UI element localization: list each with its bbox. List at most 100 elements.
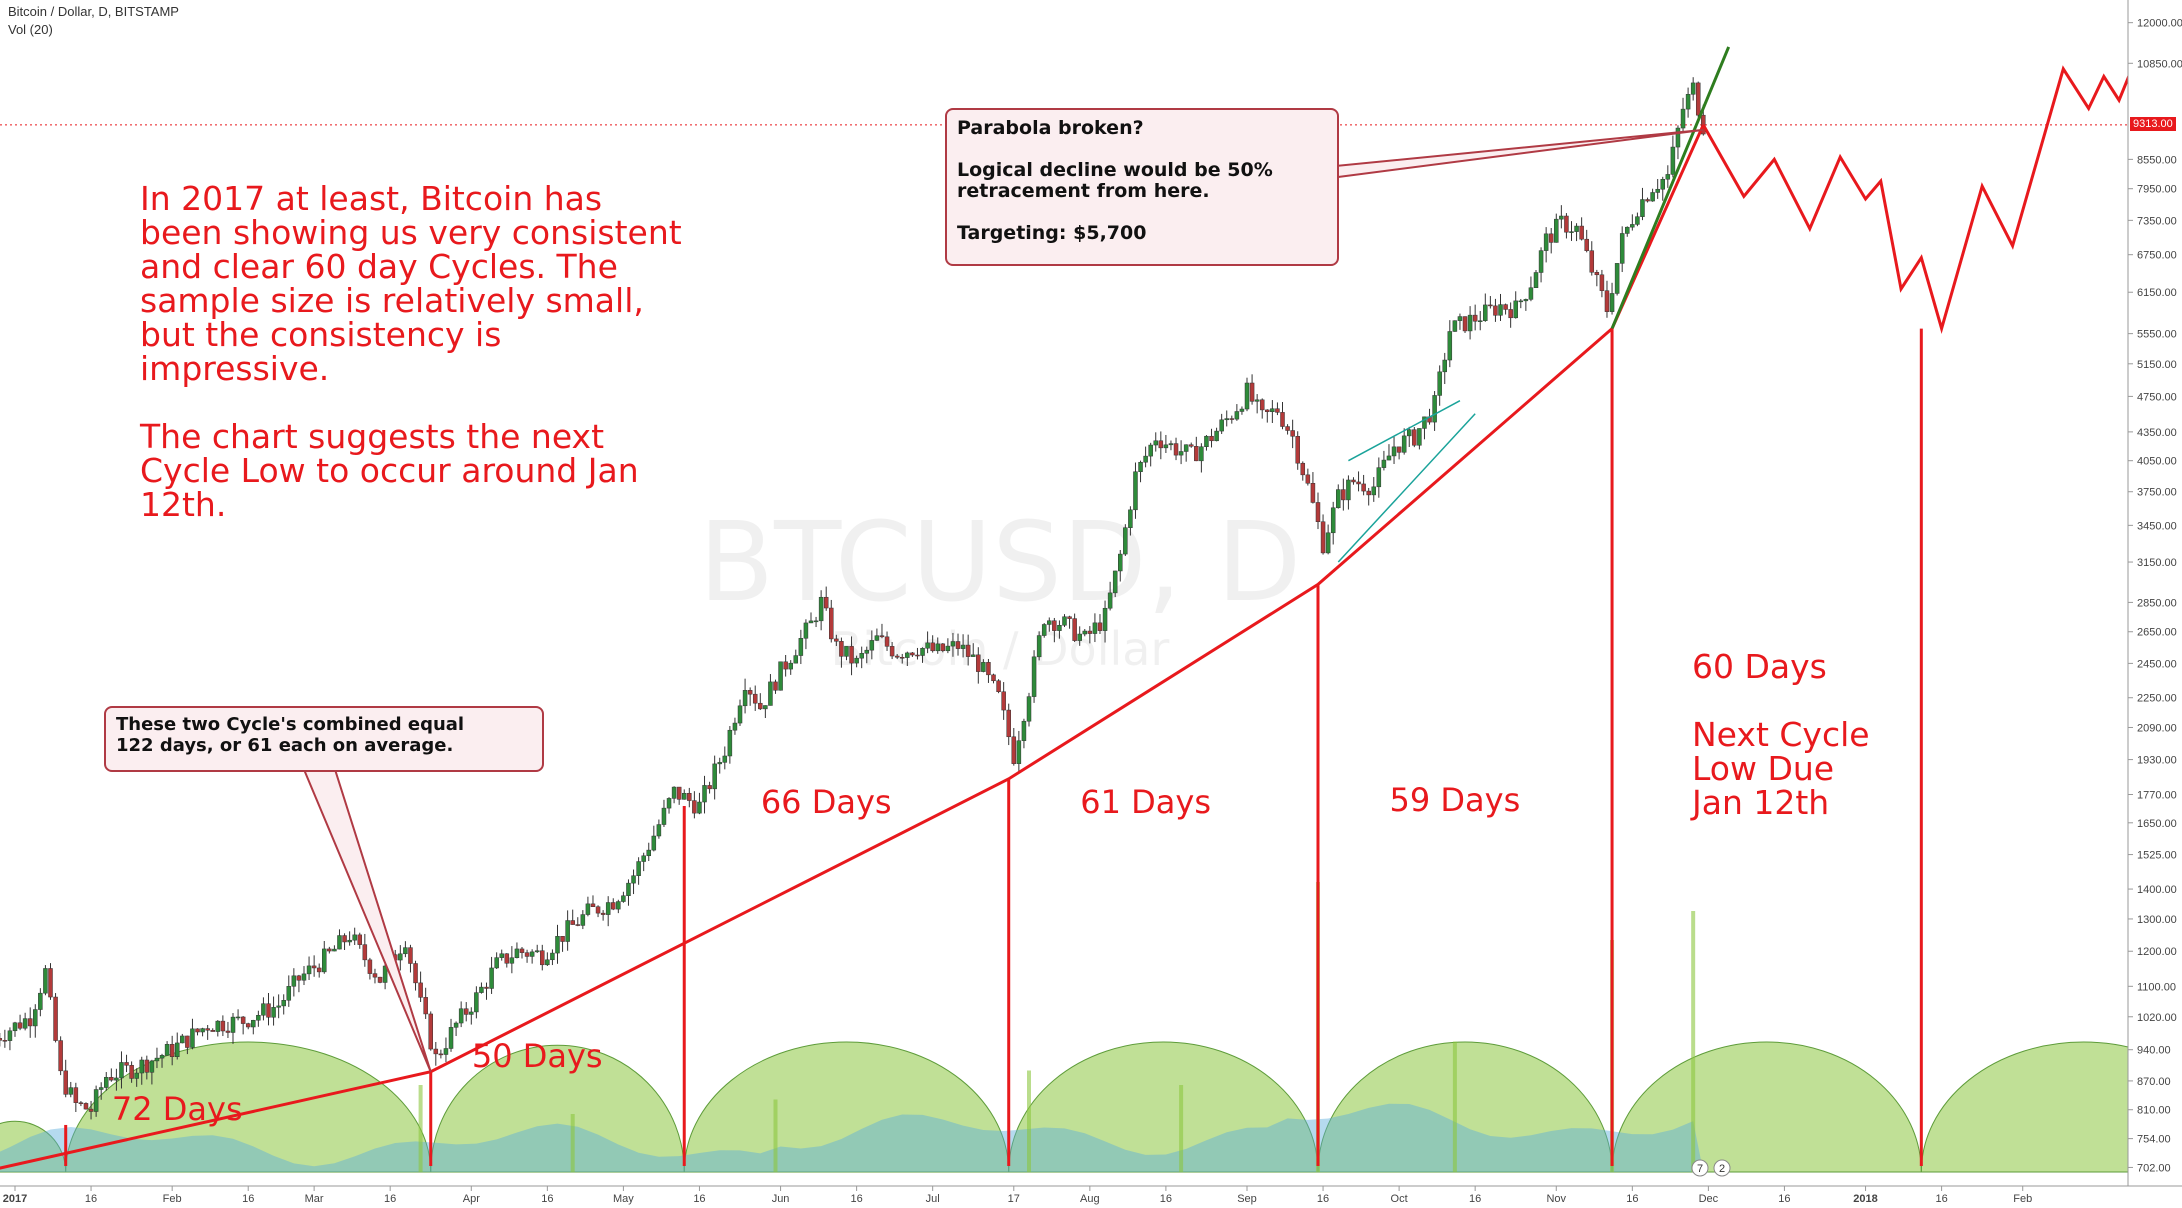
candle-up bbox=[727, 729, 733, 757]
candle-down bbox=[1188, 444, 1194, 447]
candle-up bbox=[1554, 218, 1559, 243]
candle-down bbox=[408, 947, 413, 964]
candle-up bbox=[1092, 622, 1098, 634]
candle-up bbox=[1082, 630, 1088, 635]
cycle-arc bbox=[683, 1041, 1010, 1173]
candle-down bbox=[1462, 316, 1468, 332]
candle-up bbox=[322, 948, 327, 973]
y-tick-label: 4350.00 bbox=[2137, 427, 2177, 439]
x-tick-label: Sep bbox=[1237, 1193, 1257, 1205]
y-tick-label: 4050.00 bbox=[2137, 456, 2177, 468]
candle-up bbox=[1325, 532, 1331, 554]
candle-down bbox=[752, 693, 758, 704]
candle-up bbox=[1143, 455, 1148, 463]
candle-down bbox=[1564, 215, 1569, 233]
candle-down bbox=[839, 641, 844, 657]
candle-up bbox=[1680, 108, 1686, 129]
volume-bar bbox=[1179, 1085, 1184, 1172]
candle-up bbox=[1523, 299, 1529, 302]
candle-down bbox=[560, 936, 565, 942]
candle-down bbox=[894, 655, 900, 658]
candle-up bbox=[1371, 486, 1377, 496]
candle-up bbox=[1437, 371, 1442, 396]
candle-down bbox=[1701, 114, 1706, 135]
candle-down bbox=[418, 982, 423, 998]
candle-down bbox=[438, 1053, 444, 1056]
candle-up bbox=[1452, 320, 1458, 332]
candle-down bbox=[1265, 409, 1270, 413]
candle-down bbox=[1315, 502, 1321, 522]
candle-up bbox=[514, 948, 520, 958]
y-tick-label: 4750.00 bbox=[2137, 391, 2177, 403]
candle-up bbox=[382, 965, 388, 983]
candle-up bbox=[1417, 428, 1422, 446]
candle-up bbox=[555, 936, 560, 954]
candle-down bbox=[1067, 616, 1072, 619]
candle-up bbox=[905, 652, 910, 658]
candle-down bbox=[1052, 620, 1057, 631]
candle-up bbox=[1619, 233, 1625, 264]
candle-down bbox=[849, 646, 854, 664]
candle-down bbox=[2, 1040, 8, 1042]
candle-up bbox=[1625, 226, 1630, 234]
candle-down bbox=[1695, 82, 1701, 116]
candle-down bbox=[169, 1044, 175, 1057]
candle-down bbox=[1310, 483, 1316, 503]
candle-down bbox=[1249, 382, 1255, 402]
candle-up bbox=[1336, 489, 1341, 509]
candle-down bbox=[575, 924, 581, 926]
cycle-arc bbox=[1611, 1041, 1922, 1173]
candle-down bbox=[63, 1070, 68, 1095]
y-tick-label: 3150.00 bbox=[2137, 557, 2177, 569]
chart-title: Bitcoin / Dollar, D, BITSTAMP bbox=[8, 4, 179, 19]
y-tick-label: 2250.00 bbox=[2137, 693, 2177, 705]
x-tick-label: Feb bbox=[2013, 1193, 2032, 1205]
candle-up bbox=[139, 1059, 144, 1074]
candle-up bbox=[1057, 625, 1062, 631]
candle-up bbox=[301, 973, 307, 981]
candle-down bbox=[940, 643, 946, 652]
candle-up bbox=[981, 662, 986, 672]
candle-down bbox=[1229, 418, 1235, 420]
y-tick-label: 2650.00 bbox=[2137, 627, 2177, 639]
event-badge-label: 2 bbox=[1719, 1163, 1725, 1175]
cycle-duration-label: 66 Days bbox=[761, 783, 892, 821]
candle-down bbox=[413, 963, 418, 984]
candle-down bbox=[205, 1028, 210, 1031]
candle-down bbox=[1508, 309, 1513, 319]
candle-up bbox=[271, 1007, 276, 1018]
x-tick-label: Jun bbox=[772, 1193, 790, 1205]
candle-down bbox=[1604, 290, 1610, 312]
candle-down bbox=[519, 948, 525, 953]
candle-up bbox=[1533, 272, 1539, 288]
candle-up bbox=[1477, 320, 1483, 322]
candle-down bbox=[484, 986, 489, 989]
candle-up bbox=[149, 1060, 155, 1073]
candle-up bbox=[235, 1016, 241, 1019]
candle-up bbox=[1254, 399, 1260, 402]
candle-up bbox=[1047, 620, 1052, 625]
candle-up bbox=[448, 1027, 454, 1049]
candle-up bbox=[529, 951, 535, 957]
candle-down bbox=[240, 1016, 246, 1024]
candle-down bbox=[1503, 304, 1508, 310]
candle-down bbox=[1097, 622, 1103, 631]
candle-up bbox=[1559, 215, 1564, 220]
candle-up bbox=[1447, 331, 1453, 361]
candle-up bbox=[702, 785, 707, 803]
watermark-name: Bitcoin / Dollar bbox=[831, 622, 1170, 676]
volume-indicator-label: Vol (20) bbox=[8, 22, 53, 37]
candle-down bbox=[1584, 238, 1589, 251]
cycle-arc bbox=[1317, 1041, 1613, 1173]
x-tick-label: Nov bbox=[1546, 1193, 1566, 1205]
candle-down bbox=[1173, 443, 1179, 456]
candle-down bbox=[327, 948, 332, 952]
candle-up bbox=[114, 1077, 119, 1081]
candle-down bbox=[965, 644, 971, 657]
cycle-duration-label: 50 Days bbox=[472, 1037, 603, 1075]
candle-up bbox=[605, 902, 611, 915]
channel-lower bbox=[1337, 413, 1476, 563]
candle-up bbox=[352, 934, 357, 941]
